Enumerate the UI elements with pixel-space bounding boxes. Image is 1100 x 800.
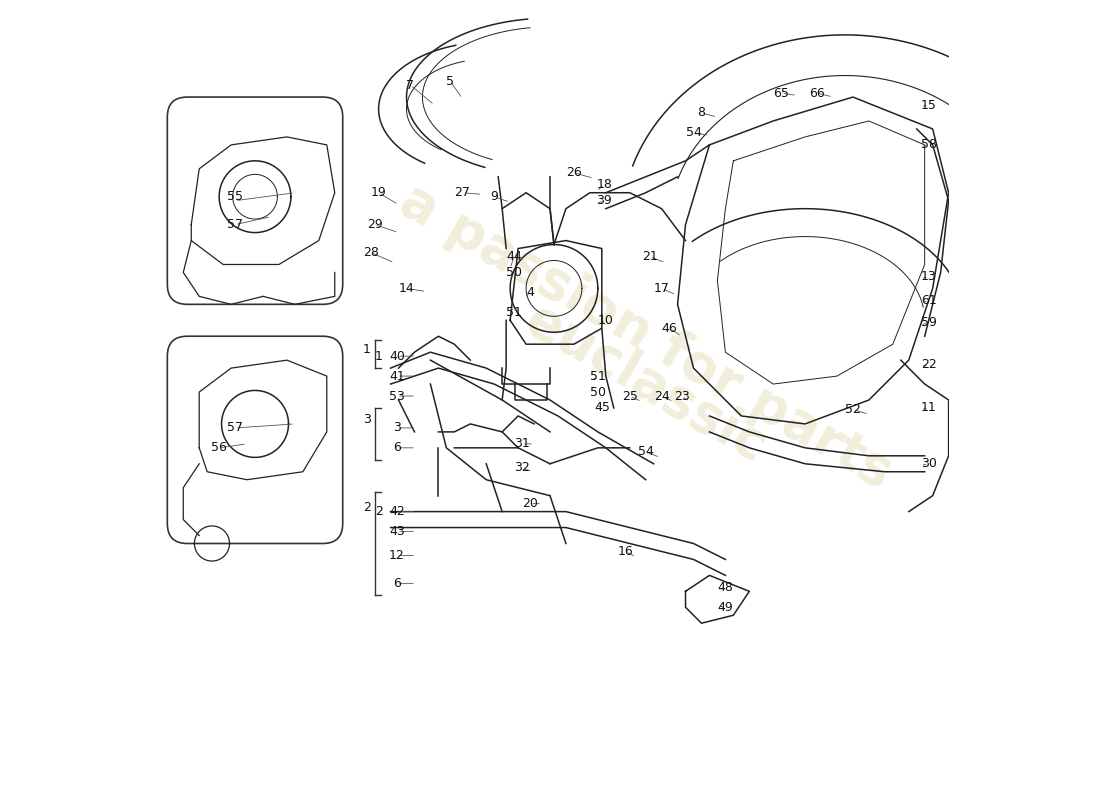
Text: 39: 39 (596, 194, 612, 207)
Text: 4: 4 (526, 286, 534, 299)
Text: 22: 22 (921, 358, 936, 370)
Text: 42: 42 (389, 505, 405, 518)
Text: 9: 9 (491, 190, 498, 203)
Text: 45: 45 (594, 402, 609, 414)
Text: 50: 50 (506, 266, 522, 279)
Text: 21: 21 (641, 250, 658, 263)
Text: 3: 3 (363, 414, 371, 426)
Text: 50: 50 (590, 386, 606, 398)
FancyBboxPatch shape (167, 97, 343, 304)
Text: 55: 55 (227, 190, 243, 203)
Text: 24: 24 (653, 390, 670, 402)
Text: 30: 30 (921, 458, 936, 470)
Text: 10: 10 (598, 314, 614, 326)
Text: 43: 43 (389, 525, 405, 538)
Text: 17: 17 (653, 282, 670, 295)
Text: 51: 51 (506, 306, 522, 319)
Text: 28: 28 (363, 246, 378, 259)
Text: 13: 13 (921, 270, 936, 283)
Text: 8: 8 (697, 106, 705, 119)
Text: 54: 54 (685, 126, 702, 139)
Text: 54: 54 (638, 446, 653, 458)
Text: 2: 2 (363, 501, 371, 514)
Text: 11: 11 (921, 402, 936, 414)
Text: 48: 48 (717, 581, 734, 594)
Text: 15: 15 (921, 98, 936, 111)
Text: 31: 31 (514, 438, 530, 450)
Text: 2: 2 (375, 505, 383, 518)
Text: 46: 46 (662, 322, 678, 334)
Text: 57: 57 (227, 422, 243, 434)
Text: 6: 6 (393, 577, 400, 590)
Text: 57: 57 (227, 218, 243, 231)
Text: 1: 1 (375, 350, 383, 362)
Text: 18: 18 (596, 178, 612, 191)
Text: 41: 41 (389, 370, 405, 382)
Text: 19: 19 (371, 186, 386, 199)
Text: 25: 25 (621, 390, 638, 402)
Text: 61: 61 (921, 294, 936, 307)
Text: 59: 59 (921, 316, 936, 329)
Text: 26: 26 (566, 166, 582, 179)
Text: 23: 23 (673, 390, 690, 402)
Text: 1: 1 (363, 343, 371, 356)
Text: 58: 58 (921, 138, 937, 151)
Text: 40: 40 (389, 350, 405, 362)
Text: 49: 49 (717, 601, 734, 614)
Text: 66: 66 (810, 86, 825, 99)
Text: 32: 32 (514, 462, 530, 474)
FancyBboxPatch shape (167, 336, 343, 543)
Text: a passion for parts: a passion for parts (390, 174, 901, 498)
Text: 6: 6 (393, 442, 400, 454)
Text: 5: 5 (447, 74, 454, 88)
Text: 52: 52 (845, 403, 861, 416)
Text: 14: 14 (398, 282, 415, 295)
Text: 65: 65 (773, 86, 789, 99)
Text: 27: 27 (454, 186, 470, 199)
Text: 3: 3 (393, 422, 400, 434)
Text: 12: 12 (389, 549, 405, 562)
Text: 20: 20 (522, 497, 538, 510)
Text: 51: 51 (590, 370, 606, 382)
Text: euclassic: euclassic (516, 294, 776, 474)
Text: 44: 44 (506, 250, 522, 263)
Text: 29: 29 (366, 218, 383, 231)
Text: 7: 7 (407, 78, 415, 91)
Text: 53: 53 (389, 390, 405, 402)
Text: 16: 16 (618, 545, 634, 558)
Text: 56: 56 (211, 442, 227, 454)
